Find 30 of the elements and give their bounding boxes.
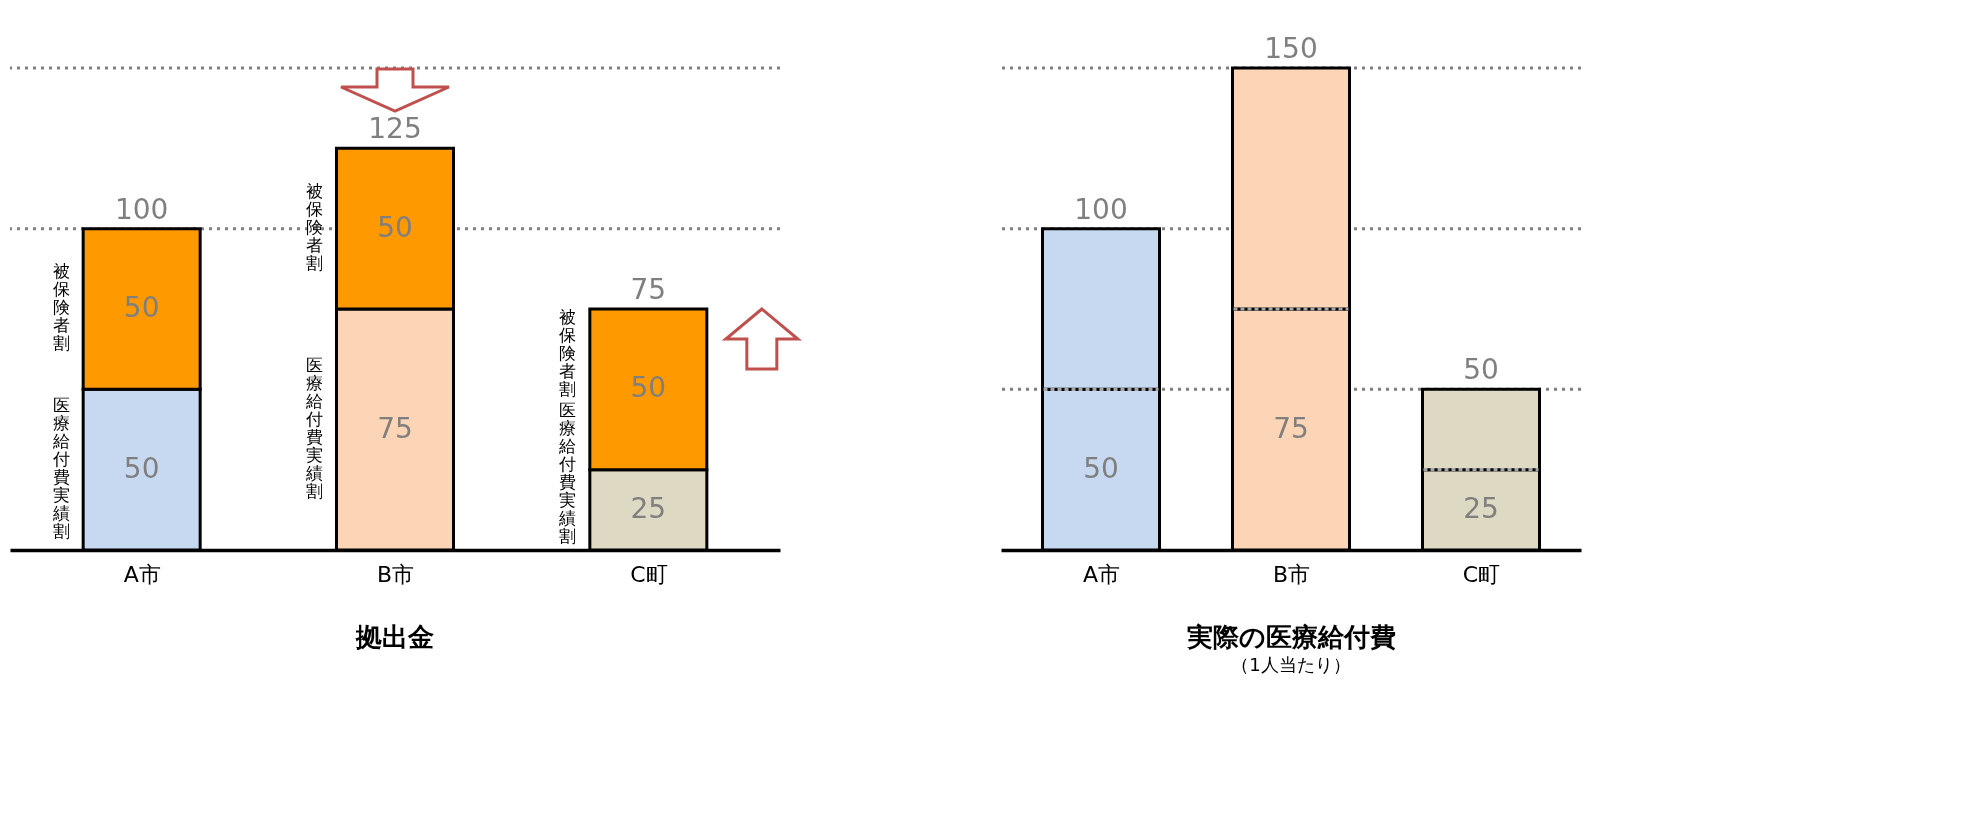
total-label: 125 [368, 112, 422, 146]
text: 被保険者割 [559, 306, 577, 399]
data-label: 75 [377, 411, 413, 445]
x-tick-label: B市 [376, 561, 415, 587]
data-label: 50 [123, 291, 160, 324]
x-tick-label: A市 [123, 561, 161, 587]
total-label: 100 [114, 192, 169, 226]
data-label: 50 [377, 210, 413, 244]
data-label: 50 [1083, 451, 1119, 485]
text: 医療給付費実績割 [306, 354, 323, 501]
text: 実際の医療給付費 [1185, 622, 1396, 652]
data-label: 25 [1463, 491, 1499, 525]
total-label: 100 [1074, 192, 1128, 226]
text: 被保険者割 [306, 180, 323, 273]
series-label: 医療給付費実績割 [51, 394, 70, 541]
data-label: 75 [1273, 411, 1309, 445]
data-label: 50 [630, 371, 667, 405]
total-label: 75 [630, 273, 667, 306]
data-label: 50 [123, 451, 160, 485]
total-label: 50 [1463, 353, 1499, 387]
x-tick-label: A市 [1082, 561, 1121, 587]
x-tick-label: C町 [630, 561, 668, 587]
text: 拠出金 [355, 622, 434, 652]
x-tick-label: C町 [1462, 561, 1501, 587]
data-label: 25 [630, 491, 667, 525]
x-tick-label: B市 [1272, 561, 1311, 587]
text: 医療給付費実績割 [559, 399, 577, 546]
text: （1人当たり） [1231, 654, 1351, 675]
total-label: 150 [1264, 32, 1318, 65]
series-label: 被保険者割 [52, 261, 70, 353]
